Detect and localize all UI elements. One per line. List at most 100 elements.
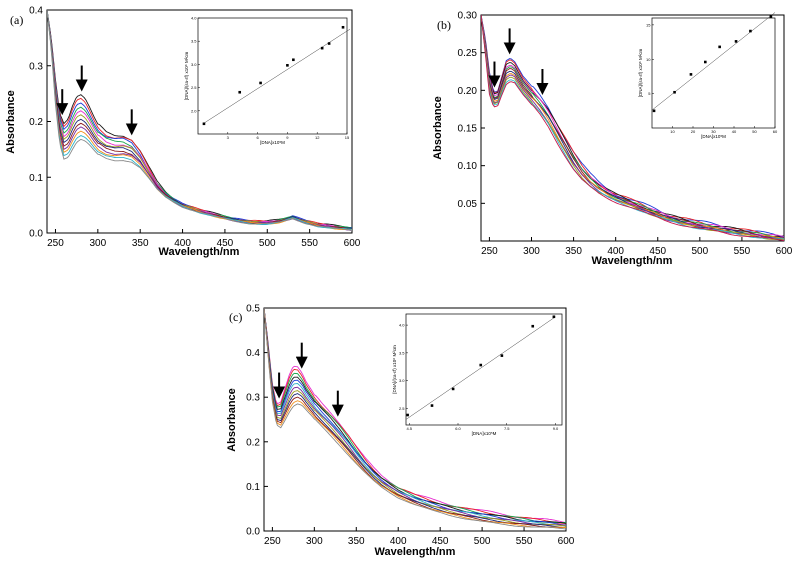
x-tick-label: 300 bbox=[306, 536, 323, 547]
inset-data-point bbox=[531, 324, 535, 328]
spectrum-series bbox=[47, 10, 352, 230]
spectrum-series bbox=[481, 15, 784, 241]
x-tick-label: 550 bbox=[734, 246, 751, 257]
inset-x-tick-label: 60 bbox=[773, 129, 778, 134]
inset-frame bbox=[197, 17, 348, 135]
y-tick-label: 0.30 bbox=[458, 11, 478, 22]
x-tick-label: 250 bbox=[264, 536, 281, 547]
y-tick-label: 0.10 bbox=[458, 161, 478, 172]
x-tick-label: 450 bbox=[432, 536, 449, 547]
inset-y-axis-title: [DNA]/(εa-εf) x10⁸ M²cm bbox=[392, 345, 397, 394]
y-tick-label: 0.1 bbox=[29, 173, 43, 184]
y-tick-label: 0.20 bbox=[458, 86, 478, 97]
inset-plot: 3 6 9 12 15 2.0 2.5 3.0 3.5 4.0 [DNA]x10⁵M [DNA]/(ε… bbox=[184, 16, 351, 145]
y-tick-label: 0.3 bbox=[246, 393, 260, 404]
y-tick-label: 0.4 bbox=[246, 348, 260, 359]
spectra-group bbox=[264, 308, 566, 530]
inset-x-tick-label: 12 bbox=[315, 135, 320, 140]
x-tick-label: 250 bbox=[481, 246, 498, 257]
inset-x-axis-title: [DNA]x10⁵M bbox=[472, 431, 497, 436]
inset-frame bbox=[651, 17, 776, 129]
inset-y-axis-title: [DNA]/(εa-εf) x10⁸ M²cm bbox=[184, 52, 189, 101]
x-tick-label: 600 bbox=[558, 536, 575, 547]
chart-panel-1: (b) 0.05 0.10 0.15 0.20 0.25 0.30 250 300 350 400 4… bbox=[432, 11, 793, 268]
inset-data-point bbox=[430, 404, 434, 407]
inset-x-tick-label: 40 bbox=[732, 129, 737, 134]
y-tick-label: 0.2 bbox=[246, 437, 260, 448]
x-tick-label: 400 bbox=[607, 246, 624, 257]
inset-plot: 10 20 30 40 50 60 5 10 15 [DNA]x10⁵M [DNA]/(εa-εf)… bbox=[638, 12, 778, 139]
inset-x-tick-label: 4.5 bbox=[406, 426, 412, 431]
inset-x-tick-label: 9 bbox=[286, 135, 289, 140]
x-tick-label: 600 bbox=[776, 246, 793, 257]
chart-panel-0: (a) 0.0 0.1 0.2 0.3 0.4 250 300 350 400 450 500 550 6… bbox=[5, 6, 361, 259]
inset-y-tick-label: 5 bbox=[648, 91, 651, 96]
spectrum-series bbox=[47, 10, 352, 231]
x-tick-label: 350 bbox=[348, 536, 365, 547]
inset-data-point bbox=[689, 73, 693, 76]
inset-data-point bbox=[259, 81, 262, 85]
inset-y-axis-title: [DNA]/(εa-εf) x10⁸ M²cm bbox=[638, 49, 643, 98]
inset-data-point bbox=[327, 42, 331, 45]
x-tick-label: 300 bbox=[523, 246, 540, 257]
x-axis-title: Wavelength/nm bbox=[592, 255, 673, 267]
inset-frame bbox=[405, 313, 563, 426]
x-tick-label: 400 bbox=[174, 238, 191, 249]
y-axis-title: Absorbance bbox=[432, 96, 444, 160]
x-tick-label: 350 bbox=[132, 238, 149, 249]
panel-label: (c) bbox=[229, 310, 242, 324]
inset-data-point bbox=[341, 25, 345, 29]
y-tick-label: 0.1 bbox=[246, 482, 260, 493]
inset-y-tick-label: 3.5 bbox=[399, 350, 405, 355]
inset-y-tick-label: 3.0 bbox=[191, 62, 197, 67]
inset-data-point bbox=[673, 90, 676, 94]
y-tick-label: 0.4 bbox=[29, 6, 43, 17]
inset-data-point bbox=[749, 29, 752, 33]
inset-data-point bbox=[286, 64, 289, 67]
panel-label: (b) bbox=[437, 18, 451, 32]
inset-y-tick-label: 2.5 bbox=[191, 85, 197, 90]
y-tick-label: 0.3 bbox=[29, 61, 43, 72]
inset-data-point bbox=[406, 413, 409, 417]
inset-y-tick-label: 10 bbox=[646, 57, 651, 62]
spectrum-series bbox=[264, 308, 566, 530]
inset-x-axis-title: [DNA]x10⁵M bbox=[701, 134, 726, 139]
x-tick-label: 450 bbox=[649, 246, 666, 257]
plot-frame bbox=[263, 307, 567, 532]
inset-data-point bbox=[500, 354, 504, 357]
spectra-group bbox=[481, 15, 784, 241]
inset-data-point bbox=[652, 109, 656, 113]
inset-fit-line bbox=[651, 12, 776, 111]
y-tick-label: 0.5 bbox=[246, 304, 260, 315]
inset-data-point bbox=[718, 45, 721, 49]
x-tick-label: 500 bbox=[474, 536, 491, 547]
inset-plot: 4.5 6.0 7.5 9.0 2.5 3.0 3.5 4.0 [DNA]x10⁵M [DNA]/… bbox=[392, 313, 563, 436]
inset-data-point bbox=[704, 60, 707, 64]
inset-data-point bbox=[479, 363, 483, 367]
y-axis-title: Absorbance bbox=[226, 388, 238, 452]
x-axis-title: Wavelength/nm bbox=[159, 246, 240, 258]
inset-data-point bbox=[238, 90, 242, 94]
x-tick-label: 550 bbox=[516, 536, 533, 547]
inset-x-axis-title: [DNA]x10⁵M bbox=[260, 140, 285, 145]
y-axis-title: Absorbance bbox=[5, 90, 17, 154]
inset-x-tick-label: 10 bbox=[670, 129, 675, 134]
y-tick-label: 0.0 bbox=[246, 527, 260, 538]
y-tick-label: 0.25 bbox=[458, 48, 478, 59]
y-tick-label: 0.2 bbox=[29, 117, 43, 128]
x-tick-label: 550 bbox=[301, 238, 318, 249]
inset-data-point bbox=[769, 15, 773, 18]
inset-x-tick-label: 3 bbox=[227, 135, 230, 140]
inset-x-tick-label: 6.0 bbox=[455, 426, 461, 431]
x-tick-label: 500 bbox=[691, 246, 708, 257]
inset-y-tick-label: 4.0 bbox=[191, 16, 197, 21]
inset-x-tick-label: 6 bbox=[256, 135, 259, 140]
inset-data-point bbox=[734, 40, 738, 43]
inset-y-tick-label: 2.5 bbox=[399, 406, 405, 411]
inset-data-point bbox=[292, 58, 295, 62]
inset-y-tick-label: 4.0 bbox=[399, 323, 405, 328]
x-tick-label: 400 bbox=[390, 536, 407, 547]
inset-fit-line bbox=[405, 316, 556, 420]
x-tick-label: 350 bbox=[565, 246, 582, 257]
